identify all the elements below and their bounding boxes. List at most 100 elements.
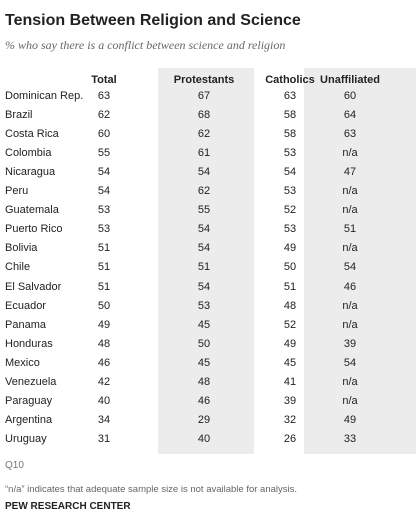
cell: 51 xyxy=(97,242,111,255)
cell: 55 xyxy=(97,147,111,160)
cell: 34 xyxy=(97,413,111,426)
cell: 26 xyxy=(283,432,297,445)
cell: 64 xyxy=(343,109,357,122)
cell: 54 xyxy=(197,280,211,293)
cell: 39 xyxy=(283,394,297,407)
cell: 46 xyxy=(97,356,111,369)
cell: 51 xyxy=(97,280,111,293)
cell: 41 xyxy=(283,375,297,388)
cell: 40 xyxy=(197,432,211,445)
cell: 46 xyxy=(197,394,211,407)
cell: 46 xyxy=(343,280,357,293)
cell: 51 xyxy=(197,261,211,274)
column-shade xyxy=(304,68,416,454)
cell: n/a xyxy=(342,299,358,312)
cell: 63 xyxy=(283,90,297,102)
cell: 49 xyxy=(283,242,297,255)
country: Brazil xyxy=(5,109,33,122)
question: Q10 xyxy=(5,460,24,471)
cell: n/a xyxy=(342,242,358,255)
cell: 51 xyxy=(97,261,111,274)
cell: 53 xyxy=(97,204,111,217)
cell: 68 xyxy=(197,109,211,122)
country: Honduras xyxy=(5,337,53,350)
cell: 62 xyxy=(197,185,211,198)
cell: 32 xyxy=(283,413,297,426)
country: Bolivia xyxy=(5,242,38,255)
cell: 54 xyxy=(97,166,111,179)
cell: 33 xyxy=(343,432,357,445)
cell: 58 xyxy=(283,128,297,141)
cell: 45 xyxy=(197,318,211,331)
cell: n/a xyxy=(342,375,358,388)
cell: 60 xyxy=(343,90,357,102)
cell: 42 xyxy=(97,375,111,388)
cell: 52 xyxy=(283,204,297,217)
column-header: Catholics xyxy=(265,74,315,86)
cell: 53 xyxy=(283,223,297,236)
cell: 48 xyxy=(283,299,297,312)
country: Guatemala xyxy=(5,204,59,217)
country: Venezuela xyxy=(5,375,57,388)
subtitle: % who say there is a conflict between sc… xyxy=(5,38,286,52)
country: Dominican Rep. xyxy=(5,90,84,102)
cell: n/a xyxy=(342,394,358,407)
cell: 52 xyxy=(283,318,297,331)
country: Colombia xyxy=(5,147,52,160)
cell: 29 xyxy=(197,413,211,426)
cell: 60 xyxy=(97,128,111,141)
cell: n/a xyxy=(342,318,358,331)
title: Tension Between Religion and Science xyxy=(5,12,301,29)
country: Peru xyxy=(5,185,29,198)
cell: 40 xyxy=(97,394,111,407)
cell: 54 xyxy=(283,166,297,179)
cell: 54 xyxy=(97,185,111,198)
country: Ecuador xyxy=(5,299,46,312)
cell: 48 xyxy=(97,337,111,350)
cell: 53 xyxy=(197,299,211,312)
cell: 61 xyxy=(197,147,211,160)
cell: 55 xyxy=(197,204,211,217)
column-header: Unaffiliated xyxy=(320,74,380,86)
cell: 62 xyxy=(197,128,211,141)
cell: 53 xyxy=(97,223,111,236)
source: PEW RESEARCH CENTER xyxy=(5,501,131,512)
country: El Salvador xyxy=(5,280,62,293)
cell: 51 xyxy=(343,223,357,236)
cell: 67 xyxy=(197,90,211,102)
cell: 45 xyxy=(283,356,297,369)
cell: n/a xyxy=(342,204,358,217)
country: Puerto Rico xyxy=(5,223,63,236)
cell: 62 xyxy=(97,109,111,122)
cell: 54 xyxy=(197,223,211,236)
cell: 49 xyxy=(97,318,111,331)
cell: 51 xyxy=(283,280,297,293)
cell: 63 xyxy=(97,90,111,102)
cell: 39 xyxy=(343,337,357,350)
country: Uruguay xyxy=(5,432,47,445)
cell: 48 xyxy=(197,375,211,388)
cell: 63 xyxy=(343,128,357,141)
cell: 49 xyxy=(343,413,357,426)
cell: 31 xyxy=(97,432,111,445)
cell: 47 xyxy=(343,166,357,179)
country: Panama xyxy=(5,318,46,331)
country: Costa Rica xyxy=(5,128,59,141)
cell: 50 xyxy=(283,261,297,274)
cell: 54 xyxy=(197,166,211,179)
cell: 50 xyxy=(197,337,211,350)
country: Nicaragua xyxy=(5,166,56,179)
column-header: Protestants xyxy=(173,74,235,86)
country: Paraguay xyxy=(5,394,53,407)
cell: 54 xyxy=(343,356,357,369)
column-shade xyxy=(158,68,254,454)
footnote: “n/a” indicates that adequate sample siz… xyxy=(5,484,298,495)
cell: n/a xyxy=(342,185,358,198)
cell: 53 xyxy=(283,185,297,198)
cell: 58 xyxy=(283,109,297,122)
cell: 49 xyxy=(283,337,297,350)
country: Argentina xyxy=(5,413,53,426)
column-header: Total xyxy=(91,74,117,86)
cell: 54 xyxy=(197,242,211,255)
